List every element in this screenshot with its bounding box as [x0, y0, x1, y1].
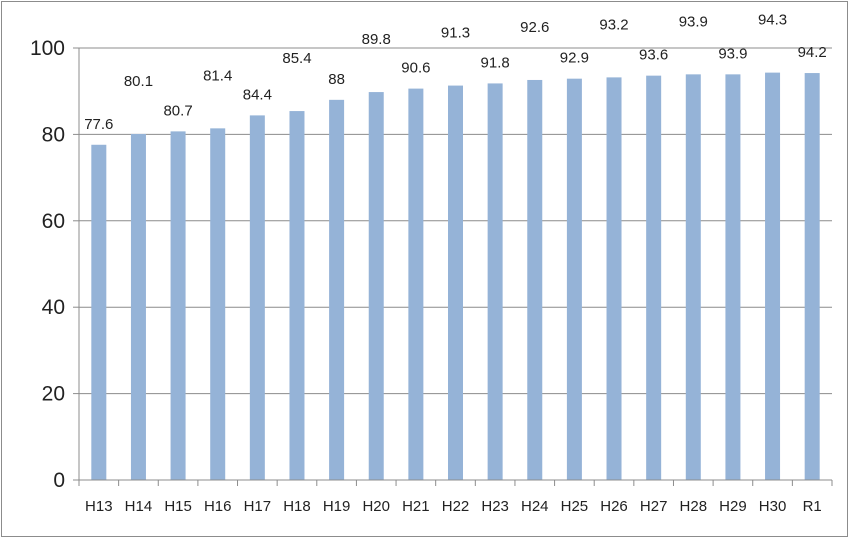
x-tick-label-H19: H19 — [323, 498, 351, 515]
x-tick-label-H29: H29 — [719, 498, 747, 515]
x-tick-label-H20: H20 — [362, 498, 390, 515]
bar-H29 — [725, 74, 741, 481]
data-label-H15: 80.7 — [163, 102, 192, 119]
y-tick-label-40: 40 — [42, 296, 65, 319]
bar-H16 — [210, 128, 226, 481]
x-tick-label-H30: H30 — [759, 498, 787, 515]
bar-H18 — [289, 111, 305, 481]
x-tick-label-H21: H21 — [402, 498, 430, 515]
data-label-H21: 90.6 — [401, 60, 430, 77]
x-tick-label-H22: H22 — [442, 498, 470, 515]
data-label-H27: 93.6 — [639, 47, 668, 64]
x-tick-label-H15: H15 — [164, 498, 192, 515]
x-tick-label-H13: H13 — [85, 498, 113, 515]
bar-H23 — [487, 83, 503, 480]
data-label-H26: 93.2 — [599, 16, 628, 33]
x-tick-label-H23: H23 — [481, 498, 509, 515]
y-tick-label-100: 100 — [30, 37, 65, 60]
x-tick-label-H25: H25 — [561, 498, 589, 515]
x-tick-label-H18: H18 — [283, 498, 311, 515]
data-label-H19: 88 — [328, 71, 345, 88]
y-tick-label-60: 60 — [42, 210, 65, 233]
bar-H27 — [646, 75, 662, 480]
data-label-H30: 94.3 — [758, 12, 787, 29]
x-tick-label-H24: H24 — [521, 498, 549, 515]
x-tick-label-H26: H26 — [600, 498, 628, 515]
bar-H28 — [685, 74, 701, 481]
y-tick-label-0: 0 — [53, 469, 65, 492]
data-label-H22: 91.3 — [441, 25, 470, 42]
y-tick-label-80: 80 — [42, 123, 65, 146]
data-label-H13: 77.6 — [84, 116, 113, 133]
bar-H24 — [527, 79, 543, 480]
y-tick-label-20: 20 — [42, 383, 65, 406]
bar-H13 — [91, 144, 107, 480]
data-label-H14: 80.1 — [124, 73, 153, 90]
bar-H22 — [448, 85, 463, 481]
x-tick-label-R1: R1 — [803, 498, 822, 515]
data-label-H20: 89.8 — [362, 31, 391, 48]
bar-H15 — [170, 131, 186, 480]
bar-H30 — [765, 72, 781, 481]
data-label-H23: 91.8 — [481, 54, 510, 71]
bar-H26 — [606, 77, 622, 480]
data-label-R1: 94.2 — [798, 44, 827, 61]
data-label-H16: 81.4 — [203, 67, 232, 84]
data-label-H18: 85.4 — [282, 50, 311, 67]
x-tick-label-H28: H28 — [680, 498, 708, 515]
bar-H20 — [368, 92, 384, 481]
bar-H17 — [249, 115, 265, 480]
data-label-H29: 93.9 — [718, 45, 747, 62]
x-tick-label-H17: H17 — [244, 498, 272, 515]
x-tick-label-H14: H14 — [125, 498, 153, 515]
data-label-H24: 92.6 — [520, 19, 549, 36]
bar-R1 — [804, 73, 820, 480]
x-tick-label-H16: H16 — [204, 498, 232, 515]
bar-H14 — [130, 133, 146, 480]
data-label-H25: 92.9 — [560, 50, 589, 67]
bar-H21 — [408, 88, 424, 480]
x-tick-label-H27: H27 — [640, 498, 668, 515]
data-label-H17: 84.4 — [243, 86, 272, 103]
bar-H25 — [566, 78, 582, 480]
data-label-H28: 93.9 — [679, 13, 708, 30]
bar-H19 — [329, 99, 345, 480]
